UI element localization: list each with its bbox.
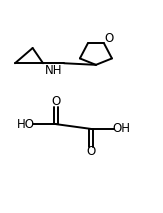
Text: O: O xyxy=(87,145,96,158)
Text: NH: NH xyxy=(45,64,62,77)
Text: HO: HO xyxy=(17,118,35,131)
Text: O: O xyxy=(51,95,60,108)
Text: OH: OH xyxy=(112,122,130,135)
Text: O: O xyxy=(104,32,113,45)
